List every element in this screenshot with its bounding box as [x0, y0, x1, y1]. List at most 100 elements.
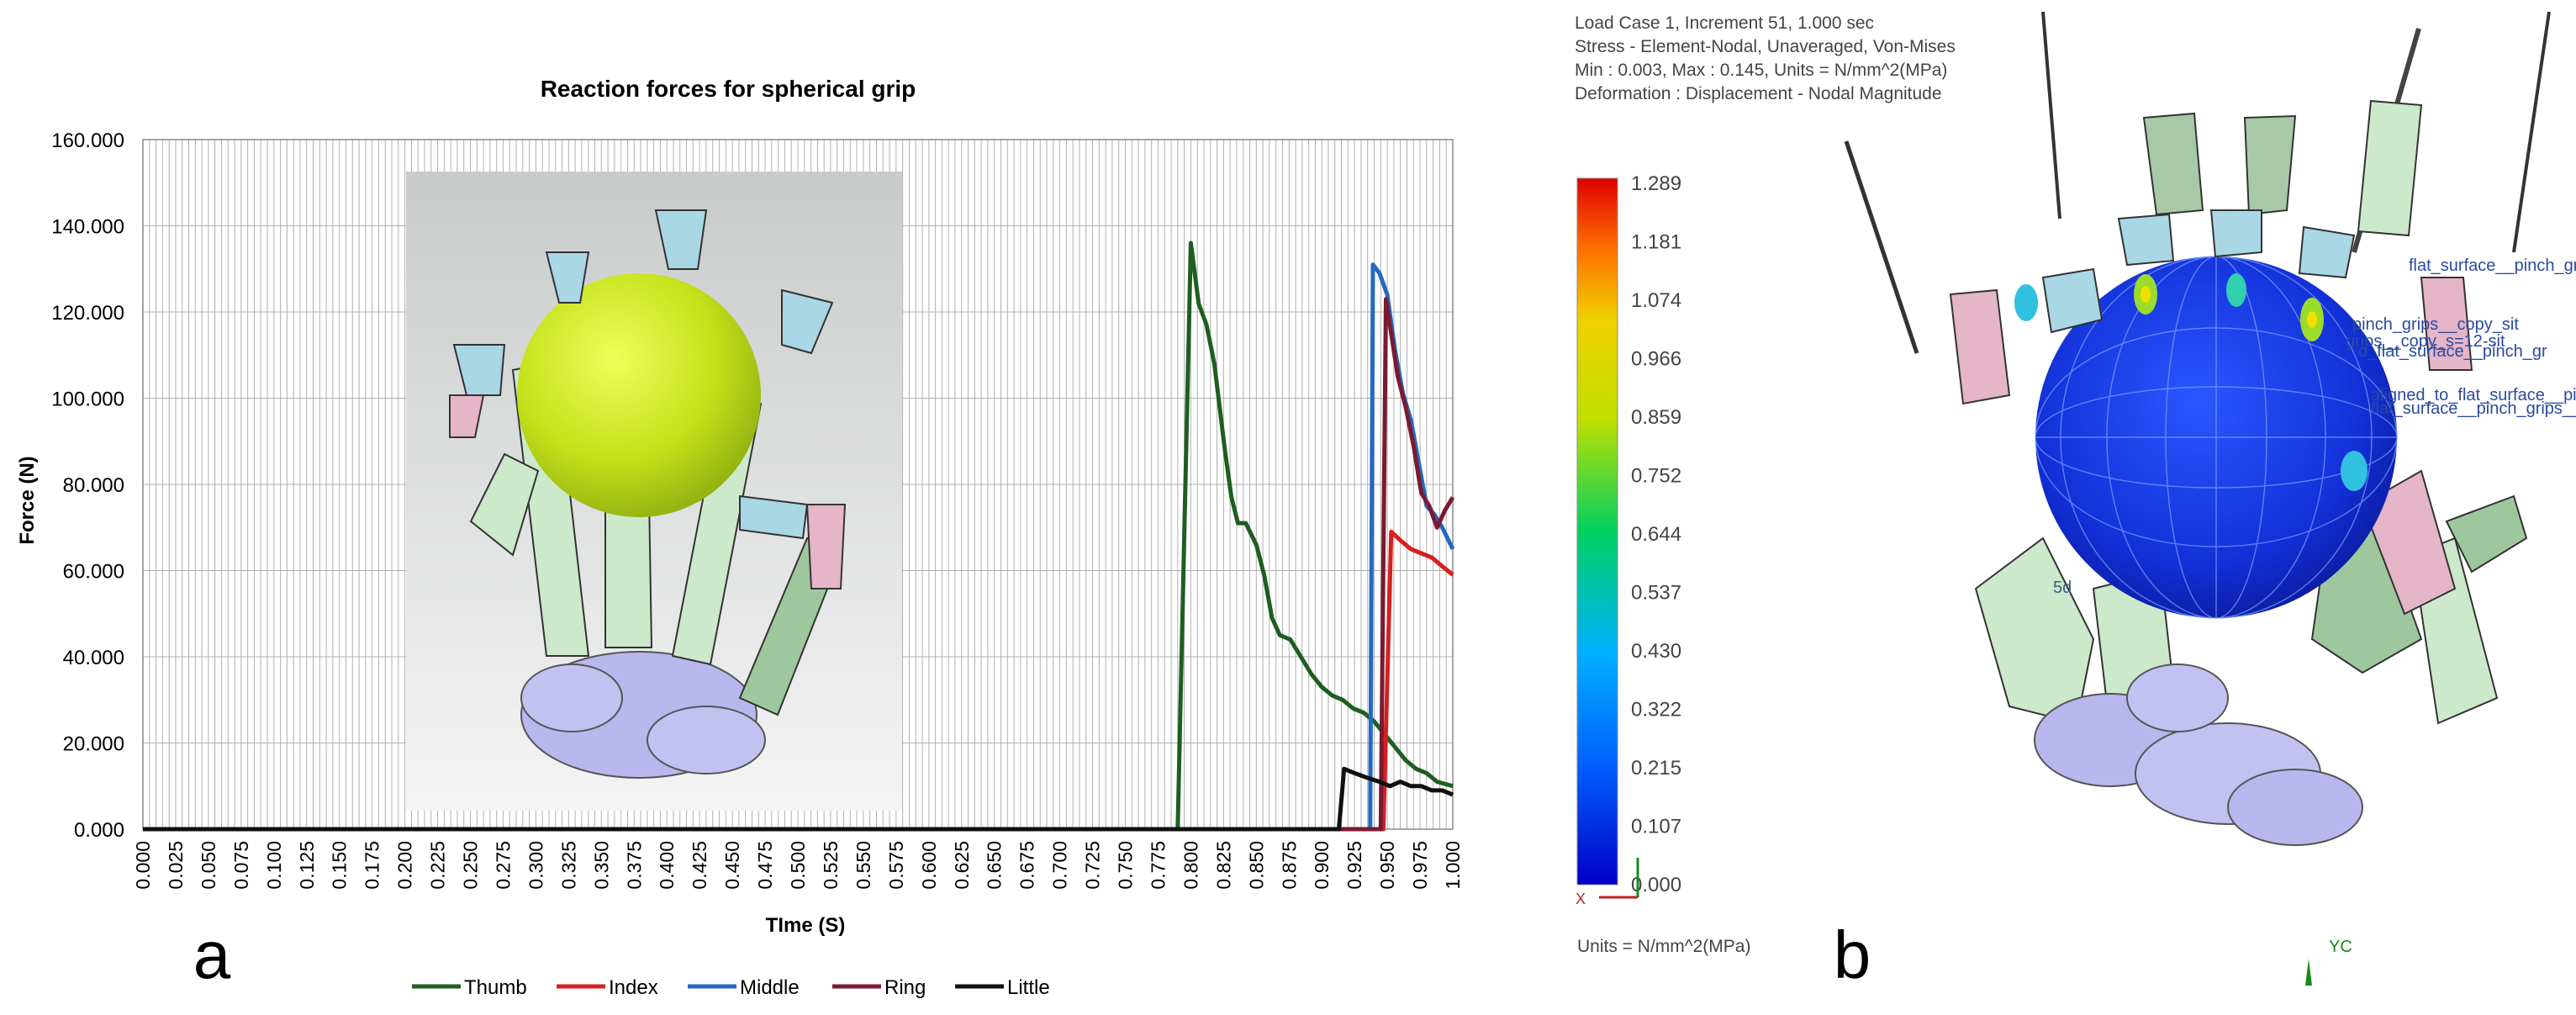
x-tick-label: 0.525	[820, 841, 842, 890]
x-tick-label: 0.300	[525, 841, 546, 890]
x-tick-label: 0.600	[918, 841, 940, 890]
chart-ticks: 0.000 20.000 40.000 60.000 80.000 100.000 120.…	[51, 130, 1464, 890]
units-label: Units = N/mm^2(MPa)	[1577, 937, 1750, 956]
x-tick-label: 0.150	[329, 841, 351, 890]
x-tick-label: 0.275	[492, 841, 514, 890]
colorbar-tick-label: 0.966	[1631, 348, 1681, 371]
hand-model-3d: 5d flat_surface__pinch_grips__ pinch_gri…	[1844, 11, 2576, 846]
colorbar-tick-label: 1.074	[1631, 289, 1681, 312]
x-tick-label: 0.325	[557, 841, 579, 890]
x-tick-label: 0.875	[1278, 841, 1300, 890]
series-line-thumb	[143, 241, 1454, 832]
panel-label-b: b	[1834, 917, 1871, 992]
y-tick-label: 80.000	[63, 474, 124, 497]
series-line-index	[143, 529, 1454, 832]
x-tick-label: 0.625	[951, 841, 973, 890]
x-tick-label: 0.700	[1049, 841, 1071, 890]
colorbar-tick-label: 0.430	[1631, 640, 1681, 663]
y-axis-label: Force (N)	[16, 456, 39, 544]
x-tick-label: 0.775	[1147, 841, 1169, 890]
colorbar-tick-label: 0.215	[1631, 757, 1681, 780]
legend-label-little: Little	[1007, 976, 1050, 999]
x-tick-label: 0.925	[1343, 841, 1365, 890]
x-tick-label: 0.500	[787, 841, 809, 890]
axis-yc-label: YC	[2329, 938, 2352, 956]
colorbar-tick-label: 0.537	[1631, 582, 1681, 605]
x-tick-label: 0.675	[1016, 841, 1038, 890]
stress-colorbar: 1.289 1.181 1.074 0.966 0.859 0.752 0.644 0.537…	[1576, 172, 1681, 896]
chart-title: Reaction forces for spherical grip	[541, 76, 916, 102]
x-tick-label: 0.100	[263, 841, 285, 890]
x-tick-label: 0.400	[656, 841, 678, 890]
x-tick-label: 0.025	[165, 841, 187, 890]
x-tick-label: 0.825	[1212, 841, 1234, 890]
x-tick-label: 0.125	[296, 841, 318, 890]
y-tick-label: 120.000	[51, 302, 124, 325]
x-tick-label: 0.075	[230, 841, 252, 890]
series-line-little	[143, 766, 1454, 832]
legend-label-middle: Middle	[740, 976, 800, 999]
y-tick-label: 100.000	[51, 389, 124, 411]
x-tick-label: 0.650	[984, 841, 1006, 890]
reaction-force-chart: Reaction forces for spherical grip	[16, 76, 1464, 999]
fem-header-line: Deformation : Displacement - Nodal Magni…	[1575, 84, 1942, 103]
y-tick-label: 160.000	[51, 130, 124, 152]
colorbar-tick-label: 0.859	[1631, 406, 1681, 429]
chart-series	[143, 241, 1455, 832]
x-tick-label: 0.375	[623, 841, 645, 890]
colorbar-tick-label: 0.107	[1631, 816, 1681, 838]
model-label: pinch_grips__copy_sit	[2352, 315, 2519, 334]
label-5d: 5d	[2053, 579, 2072, 597]
yc-indicator: YC	[2305, 938, 2352, 986]
legend-label-thumb: Thumb	[464, 976, 527, 999]
y-tick-label: 0.000	[74, 819, 124, 842]
series-line-ring	[143, 297, 1455, 832]
fem-header: Load Case 1, Increment 51, 1.000 sec Str…	[1575, 13, 1956, 103]
fem-stress-panel: Load Case 1, Increment 51, 1.000 sec Str…	[1575, 11, 2576, 992]
colorbar-tick-label: 0.752	[1631, 465, 1681, 488]
x-axis-label: TIme (S)	[766, 914, 846, 937]
coordinate-triad: X	[1576, 858, 1639, 907]
colorbar-tick-label: 1.181	[1631, 231, 1681, 254]
colorbar-tick-label: 1.289	[1631, 172, 1681, 195]
hand-grip-illustration	[406, 172, 902, 811]
x-tick-label: 0.800	[1180, 841, 1201, 890]
x-tick-label: 0.225	[427, 841, 449, 890]
legend-label-index: Index	[609, 976, 658, 999]
chart-grid	[142, 139, 1454, 830]
x-tick-label: 0.425	[689, 841, 710, 890]
chart-legend: Thumb Index Middle Ring Little	[412, 976, 1050, 999]
x-tick-label: 0.900	[1311, 841, 1333, 890]
x-tick-label: 0.450	[721, 841, 743, 890]
model-label: aligned_to_flat_surface__pi	[2371, 386, 2576, 404]
x-tick-label: 0.475	[754, 841, 776, 890]
x-tick-label: 0.550	[853, 841, 874, 890]
model-label: o_flat_surface__pinch_gr	[2358, 342, 2547, 361]
x-tick-label: 0.750	[1115, 841, 1137, 890]
y-tick-label: 140.000	[51, 216, 124, 239]
y-tick-label: 40.000	[63, 647, 124, 669]
x-tick-label: 0.000	[132, 841, 154, 890]
x-tick-label: 1.000	[1442, 841, 1464, 890]
x-tick-label: 0.850	[1245, 841, 1267, 890]
y-tick-label: 60.000	[63, 561, 124, 584]
x-tick-label: 0.975	[1409, 841, 1431, 890]
colorbar-tick-label: 0.000	[1631, 874, 1681, 896]
legend-label-ring: Ring	[884, 976, 926, 999]
x-tick-label: 0.200	[394, 841, 416, 890]
colorbar-tick-label: 0.644	[1631, 523, 1681, 546]
model-label: flat_surface__pinch_grips__	[2409, 256, 2576, 275]
x-tick-label: 0.250	[460, 841, 482, 890]
x-tick-label: 0.175	[362, 841, 383, 890]
x-tick-label: 0.350	[590, 841, 612, 890]
axis-x-label: X	[1576, 891, 1586, 907]
model-label: flat_surface__pinch_grips__	[2371, 399, 2576, 418]
x-tick-label: 0.725	[1082, 841, 1104, 890]
fem-header-line: Load Case 1, Increment 51, 1.000 sec	[1575, 13, 1874, 33]
x-tick-label: 0.050	[198, 841, 219, 890]
x-tick-label: 0.575	[885, 841, 907, 890]
x-tick-label: 0.950	[1376, 841, 1398, 890]
fem-header-line: Min : 0.003, Max : 0.145, Units = N/mm^2…	[1575, 61, 1947, 80]
panel-label-a: a	[193, 917, 231, 992]
y-tick-label: 20.000	[63, 733, 124, 756]
